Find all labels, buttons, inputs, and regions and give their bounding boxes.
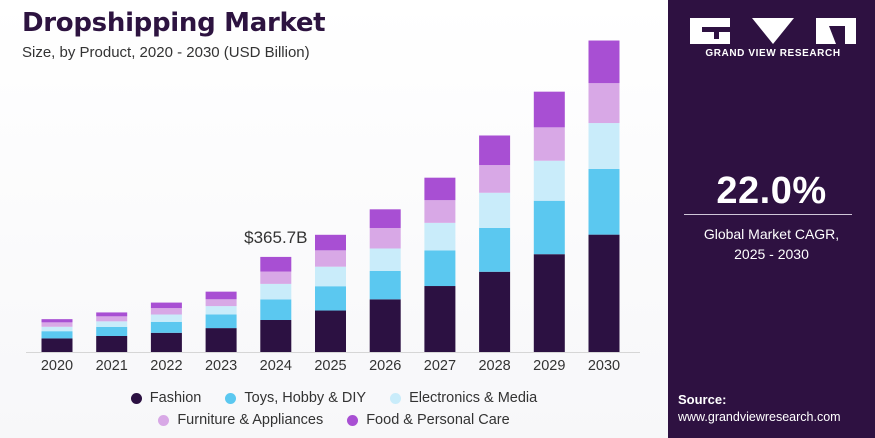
- bar-2026-series-0: [369, 299, 401, 352]
- bar-2020-series-0: [41, 338, 73, 352]
- stat-divider: [684, 214, 852, 215]
- cagr-label-line2: 2025 - 2030: [734, 246, 809, 262]
- bar-2021-series-2: [96, 321, 128, 327]
- bar-2024-series-3: [260, 271, 292, 284]
- bar-2028-series-4: [479, 135, 511, 166]
- chart-panel: Dropshipping Market Size, by Product, 20…: [0, 0, 668, 438]
- bar-2029-series-2: [533, 160, 565, 201]
- bar-2020-series-2: [41, 326, 73, 332]
- cagr-label-line1: Global Market CAGR,: [703, 226, 840, 242]
- x-tick-label-2028: 2028: [478, 358, 510, 374]
- bar-2024-series-2: [260, 283, 292, 300]
- x-tick-label-2029: 2029: [533, 358, 565, 374]
- bar-2030-series-0: [588, 234, 620, 352]
- bar-2027-series-3: [424, 200, 456, 223]
- bar-2023-series-3: [205, 299, 237, 307]
- x-tick-label-2023: 2023: [205, 358, 237, 374]
- bar-2025-series-2: [315, 266, 346, 287]
- bar-2030-series-3: [588, 83, 620, 124]
- bar-2021-series-1: [96, 326, 128, 337]
- bar-2026-series-1: [369, 271, 401, 300]
- bar-2029-series-3: [533, 127, 565, 161]
- chart-title: Dropshipping Market: [22, 8, 326, 38]
- bar-2027-series-2: [424, 222, 456, 251]
- legend-swatch-electronics: [390, 392, 402, 404]
- bar-2030-series-4: [588, 40, 620, 84]
- sidebar: GRAND VIEW RESEARCH 22.0% Global Market …: [668, 0, 875, 438]
- bar-2030-series-2: [588, 123, 620, 169]
- legend-swatch-fashion: [130, 392, 142, 404]
- legend-label-electronics: Electronics & Media: [409, 390, 538, 406]
- chart-subtitle: Size, by Product, 2020 - 2030 (USD Billi…: [22, 44, 310, 61]
- bar-2026-series-2: [369, 248, 401, 271]
- bar-2020-series-1: [41, 331, 73, 339]
- bar-2021-series-3: [96, 316, 128, 322]
- x-tick-label-2025: 2025: [314, 358, 346, 374]
- chart-legend: Fashion Toys, Hobby & DIY Electronics & …: [0, 386, 668, 432]
- bar-2026-series-3: [369, 227, 401, 249]
- x-tick-label-2027: 2027: [424, 358, 456, 374]
- legend-swatch-toys: [225, 392, 237, 404]
- legend-label-toys: Toys, Hobby & DIY: [244, 390, 367, 406]
- bar-2025-series-3: [315, 250, 346, 267]
- bar-2027-series-4: [424, 177, 456, 201]
- bar-2023-series-4: [205, 291, 237, 300]
- bar-2028-series-3: [479, 165, 511, 193]
- bar-2021-series-4: [96, 312, 128, 317]
- bar-2025-series-0: [315, 310, 346, 352]
- legend-swatch-furniture: [158, 414, 170, 426]
- legend-swatch-food: [347, 414, 359, 426]
- bar-2025-series-4: [315, 234, 346, 251]
- x-tick-label-2024: 2024: [260, 358, 292, 374]
- legend-item-food: Food & Personal Care: [347, 412, 510, 428]
- cagr-label: Global Market CAGR, 2025 - 2030: [668, 224, 875, 264]
- bar-2024-series-0: [260, 320, 292, 352]
- x-tick-label-2020: 2020: [41, 358, 73, 374]
- data-label-2024: $365.7B: [244, 228, 307, 247]
- bar-2028-series-2: [479, 192, 511, 228]
- bar-2029-series-1: [533, 200, 565, 255]
- bar-2029-series-0: [533, 254, 565, 352]
- legend-item-electronics: Electronics & Media: [390, 390, 537, 406]
- bar-2024-series-4: [260, 256, 292, 272]
- bar-2030-series-1: [588, 168, 620, 235]
- bar-2022-series-4: [150, 302, 182, 309]
- legend-label-furniture: Furniture & Appliances: [177, 412, 324, 428]
- legend-label-fashion: Fashion: [149, 390, 202, 406]
- stacked-bar-chart: 2020 2021 2022 2023 2024 $365.7B 2025 2026 2027 2…: [26, 40, 640, 374]
- bar-2022-series-0: [150, 332, 182, 352]
- bar-2020-series-4: [41, 319, 73, 323]
- legend-item-fashion: Fashion: [130, 390, 202, 406]
- bar-2026-series-4: [369, 209, 401, 228]
- brand-logo: GRAND VIEW RESEARCH: [688, 16, 858, 59]
- bar-2028-series-0: [479, 271, 511, 352]
- cagr-value: 22.0%: [716, 170, 827, 212]
- x-tick-label-2021: 2021: [96, 358, 128, 374]
- source-label: Source:: [678, 392, 727, 407]
- bar-2028-series-1: [479, 227, 511, 272]
- logo-icon: [690, 18, 856, 44]
- x-tick-label-2022: 2022: [150, 358, 182, 374]
- bar-2022-series-2: [150, 314, 182, 322]
- source-link[interactable]: www.grandviewresearch.com: [678, 410, 841, 424]
- bar-2025-series-1: [315, 286, 346, 311]
- bar-2029-series-4: [533, 91, 565, 128]
- x-tick-label-2026: 2026: [369, 358, 401, 374]
- legend-item-furniture: Furniture & Appliances: [158, 412, 323, 428]
- bar-2023-series-1: [205, 314, 237, 329]
- bar-2023-series-0: [205, 328, 237, 352]
- bar-2027-series-0: [424, 286, 456, 352]
- bar-2023-series-2: [205, 306, 237, 315]
- bar-2024-series-1: [260, 299, 292, 321]
- bar-2022-series-3: [150, 308, 182, 315]
- brand-name: GRAND VIEW RESEARCH: [705, 48, 841, 59]
- legend-item-toys: Toys, Hobby & DIY: [225, 390, 366, 406]
- bar-2027-series-1: [424, 250, 456, 287]
- bar-2022-series-1: [150, 321, 182, 333]
- x-tick-label-2030: 2030: [588, 358, 620, 374]
- bar-2021-series-0: [96, 336, 128, 352]
- legend-label-food: Food & Personal Care: [366, 412, 510, 428]
- bar-2020-series-3: [41, 322, 73, 327]
